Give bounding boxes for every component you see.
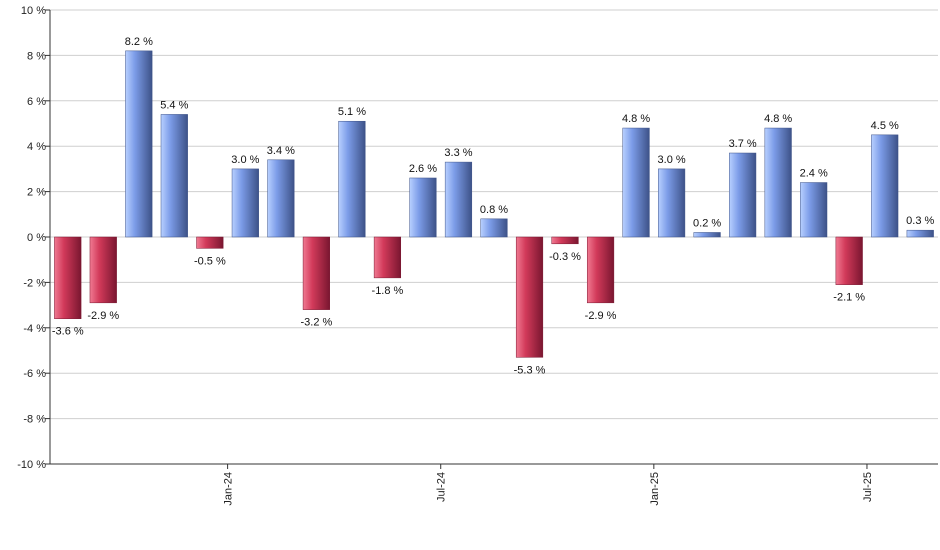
bar-value-label: -2.9 % <box>585 310 617 322</box>
bar <box>835 236 863 285</box>
bar-value-label: -3.2 % <box>301 317 333 329</box>
bar-value-label: 3.7 % <box>729 138 757 150</box>
bar-value-label: 3.3 % <box>444 147 472 159</box>
bars <box>54 50 934 358</box>
bar-value-label: 0.2 % <box>693 217 721 229</box>
bar <box>800 182 828 238</box>
x-tick-label: Jan-25 <box>649 472 661 506</box>
bar <box>764 127 792 238</box>
bar-value-label: -0.3 % <box>549 251 581 263</box>
y-tick-label: 10 % <box>21 5 46 17</box>
bar-value-label: 5.4 % <box>160 99 188 111</box>
bar <box>338 120 366 238</box>
bar <box>196 236 224 249</box>
bar-value-label: 2.4 % <box>800 168 828 180</box>
y-tick-label: 6 % <box>27 96 46 108</box>
bar-value-label: 3.0 % <box>658 154 686 166</box>
bar <box>658 168 686 238</box>
bar-value-label: -5.3 % <box>514 364 546 376</box>
bar <box>125 50 153 238</box>
bar-value-label: 3.0 % <box>231 154 259 166</box>
axes: 10 % 8 % 6 % 4 % 2 % 0 % -2 % -4 % -6 % -8 % -10 %… <box>17 5 938 506</box>
bar-value-label: 0.3 % <box>906 215 934 227</box>
x-tick-label: Jan-24 <box>223 472 235 506</box>
bar <box>54 236 82 319</box>
y-tick-label: 0 % <box>27 232 46 244</box>
bar <box>906 229 934 238</box>
bar-value-label: 0.8 % <box>480 204 508 216</box>
bar-value-label: 4.8 % <box>622 113 650 125</box>
bar <box>729 152 757 238</box>
y-tick-label: -2 % <box>23 277 46 289</box>
y-tick-label: -4 % <box>23 323 46 335</box>
y-tick-label: 4 % <box>27 141 46 153</box>
y-tick-label: 8 % <box>27 50 46 62</box>
y-tick-label: -8 % <box>23 414 46 426</box>
bar <box>622 127 650 238</box>
bar <box>480 218 508 238</box>
bar-value-label: -0.5 % <box>194 255 226 267</box>
y-tick-label: -6 % <box>23 368 46 380</box>
bar <box>231 168 259 238</box>
bar <box>586 236 615 304</box>
bar <box>89 236 117 304</box>
bar <box>551 236 579 245</box>
bar <box>515 236 544 358</box>
bar-value-label: -1.8 % <box>372 285 404 297</box>
bar-value-label: 4.8 % <box>764 113 792 125</box>
bar <box>302 236 330 310</box>
bar-value-label: -2.9 % <box>87 310 119 322</box>
bar <box>267 159 295 238</box>
x-tick-label: Jul-25 <box>862 472 874 502</box>
bar-value-label: -2.1 % <box>833 292 865 304</box>
bar <box>444 161 473 238</box>
bar-value-label: 4.5 % <box>871 120 899 132</box>
bar <box>409 177 437 238</box>
bar <box>871 134 899 238</box>
bar <box>373 236 402 279</box>
bar <box>160 114 188 238</box>
bar-value-label: -3.6 % <box>52 326 84 338</box>
bar-value-label: 5.1 % <box>338 106 366 118</box>
data-labels: -3.6 %-2.9 %8.2 %5.4 %-0.5 %3.0 %3.4 %-3… <box>52 36 935 376</box>
bar-value-label: 8.2 % <box>125 36 153 48</box>
bar <box>693 232 721 238</box>
y-tick-label: 2 % <box>27 187 46 199</box>
bar-value-label: 3.4 % <box>267 145 295 157</box>
x-tick-label: Jul-24 <box>436 472 448 502</box>
bar-value-label: 2.6 % <box>409 163 437 175</box>
y-tick-label: -10 % <box>17 459 46 471</box>
